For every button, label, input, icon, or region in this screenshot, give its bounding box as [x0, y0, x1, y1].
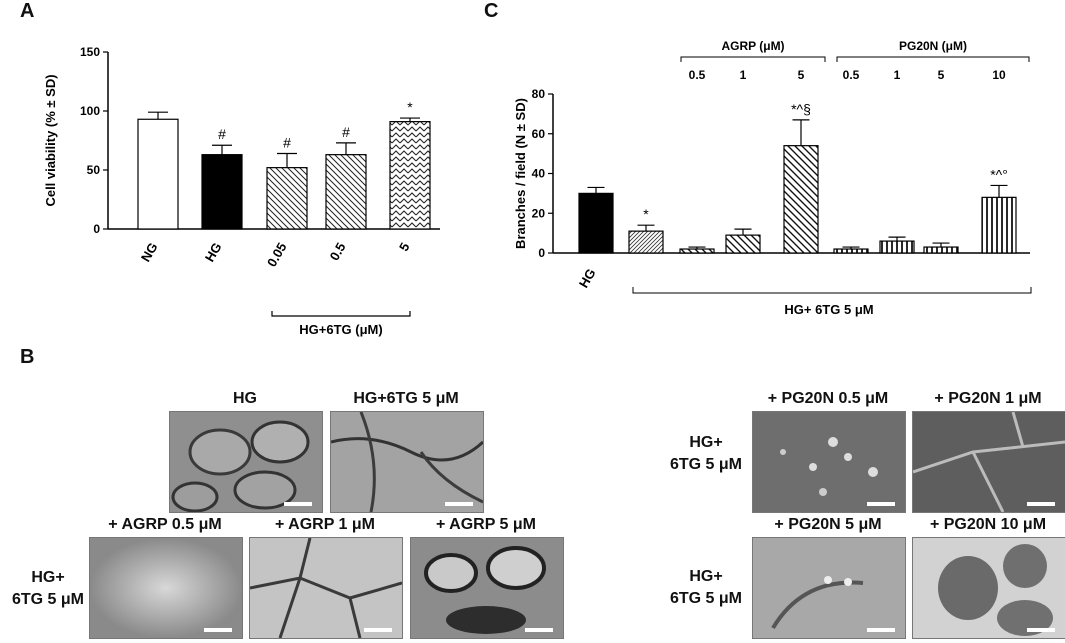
scale-bar	[364, 628, 392, 632]
bar	[578, 192, 614, 254]
panel-label-a: A	[20, 0, 35, 22]
micrograph-pg20n-5	[752, 537, 906, 639]
chart-a: 0 50 100 150 Cell viability (% ± SD) # # # * NG HG…	[43, 45, 440, 337]
bar	[389, 121, 431, 230]
y-tick-label: 100	[80, 104, 100, 118]
scale-bar	[867, 628, 895, 632]
bar	[201, 154, 243, 230]
scale-bar	[284, 502, 312, 506]
x-tick-label: HG	[576, 266, 599, 290]
bar	[783, 145, 819, 254]
bar	[679, 248, 715, 254]
bar	[833, 248, 869, 254]
significance-mark: *^§	[791, 101, 811, 117]
micrograph-pg20n-1	[912, 411, 1065, 513]
group-label: HG+6TG (μM)	[299, 322, 382, 337]
x-tick-label: 5	[396, 240, 413, 254]
row-label-pg20n-bottom: HG+ 6TG 5 μM	[666, 566, 746, 610]
group-label: PG20N (μM)	[899, 39, 967, 53]
micrograph-pg20n-10	[912, 537, 1065, 639]
bar	[628, 230, 664, 254]
image-label-hg-6tg: HG+6TG 5 μM	[353, 390, 459, 407]
bottom-label: HG+ 6TG 5 μM	[784, 302, 873, 317]
image-label-pg20n-0-5: + PG20N 0.5 μM	[767, 390, 889, 407]
image-label-agrp-0-5: + AGRP 0.5 μM	[108, 516, 222, 533]
bar	[879, 240, 915, 254]
dose-label: 5	[938, 68, 945, 82]
significance-mark: *	[643, 206, 649, 222]
y-axis-title: Branches / field (N ± SD)	[513, 98, 528, 249]
row-label-line: 6TG 5 μM	[669, 456, 743, 473]
row-label-line: HG+	[689, 568, 723, 585]
group-label: AGRP (μM)	[721, 39, 784, 53]
scale-bar	[445, 502, 473, 506]
micrograph-hg	[169, 411, 323, 513]
y-tick-label: 150	[80, 45, 100, 59]
panel-label-b: B	[20, 346, 35, 368]
image-label-agrp-1: + AGRP 1 μM	[274, 516, 376, 533]
row-label-line: HG+	[31, 569, 65, 586]
scale-bar	[204, 628, 232, 632]
image-label-pg20n-1: + PG20N 1 μM	[934, 390, 1042, 407]
y-tick-label: 50	[87, 163, 101, 177]
significance-mark: #	[218, 126, 226, 142]
y-axis-title: Cell viability (% ± SD)	[43, 74, 58, 206]
micrograph-agrp-1	[249, 537, 403, 639]
bar	[266, 167, 308, 230]
chart-c: 0 20 40 60 80 Branches / field (N ± SD) * *^§ *^…	[513, 39, 1032, 317]
y-tick-label: 0	[538, 246, 545, 260]
bottom-bracket	[632, 287, 1032, 294]
y-tick-label: 20	[532, 206, 546, 220]
x-tick-label: HG	[202, 240, 225, 264]
y-tick-label: 80	[532, 87, 546, 101]
micrograph-pg20n-0-5	[752, 411, 906, 513]
micrograph-agrp-0-5	[89, 537, 243, 639]
bar	[725, 234, 761, 254]
bar	[137, 118, 179, 230]
scale-bar	[867, 502, 895, 506]
significance-mark: *	[407, 99, 413, 115]
image-label-pg20n-5: + PG20N 5 μM	[774, 516, 882, 533]
group-bracket	[836, 56, 1030, 62]
dose-label: 1	[740, 68, 747, 82]
image-label-hg: HG	[233, 390, 257, 407]
bar	[981, 196, 1017, 254]
scale-bar	[1027, 502, 1055, 506]
significance-mark: *^°	[990, 166, 1008, 182]
dose-label: 0.5	[843, 68, 860, 82]
panel-label-c: C	[484, 0, 499, 22]
scale-bar	[525, 628, 553, 632]
bar	[325, 154, 367, 230]
row-label-line: 6TG 5 μM	[11, 591, 85, 608]
dose-label: 10	[992, 68, 1006, 82]
x-tick-label: 0.05	[264, 240, 290, 269]
y-tick-label: 40	[532, 167, 546, 181]
row-label-agrp: HG+ 6TG 5 μM	[8, 567, 88, 611]
dose-label: 5	[798, 68, 805, 82]
image-label-agrp-5: + AGRP 5 μM	[435, 516, 537, 533]
row-label-line: 6TG 5 μM	[669, 590, 743, 607]
x-tick-label: 0.5	[327, 240, 349, 263]
image-label-pg20n-10: + PG20N 10 μM	[929, 516, 1047, 533]
dose-label: 1	[894, 68, 901, 82]
micrograph-hg-6tg	[330, 411, 484, 513]
significance-mark: #	[342, 124, 350, 140]
y-tick-label: 0	[93, 222, 100, 236]
micrograph-agrp-5	[410, 537, 564, 639]
bar	[923, 246, 959, 254]
significance-mark: #	[283, 134, 291, 150]
scale-bar	[1027, 628, 1055, 632]
group-bracket	[271, 311, 411, 317]
row-label-pg20n-top: HG+ 6TG 5 μM	[666, 432, 746, 476]
y-tick-label: 60	[532, 127, 546, 141]
row-label-line: HG+	[689, 434, 723, 451]
dose-label: 0.5	[689, 68, 706, 82]
x-tick-label: NG	[138, 240, 161, 264]
group-bracket	[680, 56, 826, 62]
